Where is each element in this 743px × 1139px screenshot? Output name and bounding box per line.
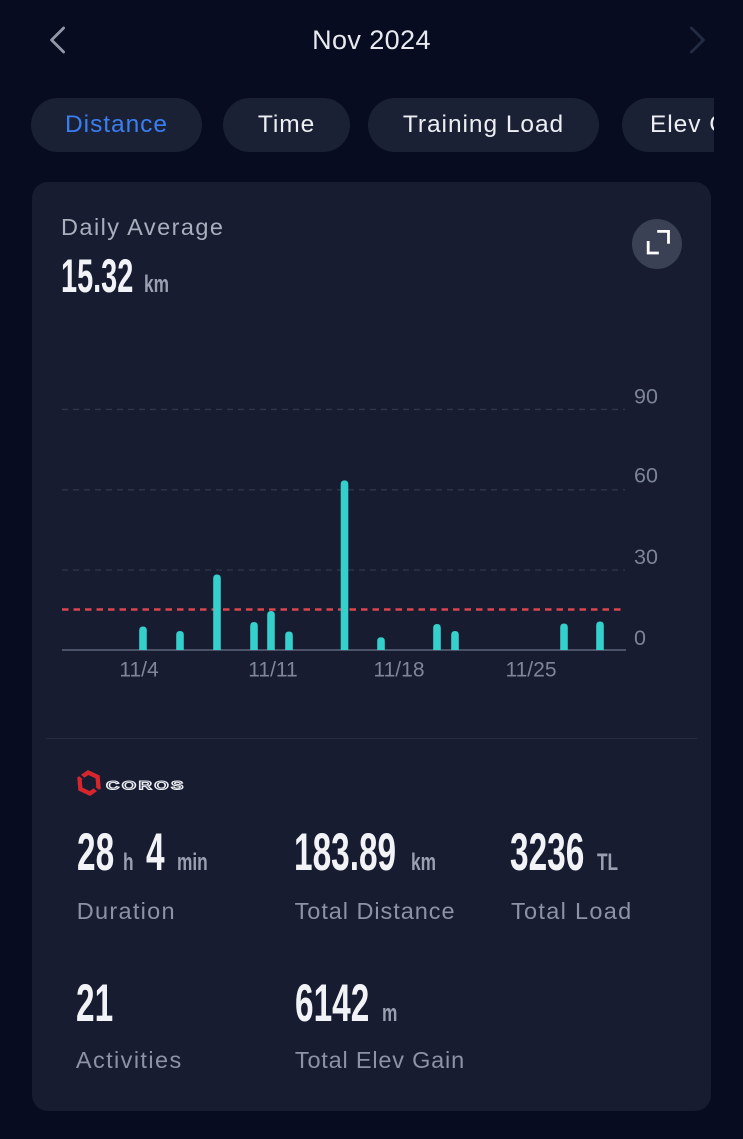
svg-text:11/18: 11/18 xyxy=(374,658,425,681)
svg-text:90: 90 xyxy=(634,384,658,408)
svg-text:30: 30 xyxy=(634,545,658,569)
svg-text:11/11: 11/11 xyxy=(248,658,297,681)
svg-text:0: 0 xyxy=(634,626,646,650)
svg-text:11/25: 11/25 xyxy=(506,658,557,681)
svg-text:COROS: COROS xyxy=(106,779,186,792)
svg-text:11/4: 11/4 xyxy=(119,658,159,681)
svg-text:60: 60 xyxy=(634,464,658,488)
